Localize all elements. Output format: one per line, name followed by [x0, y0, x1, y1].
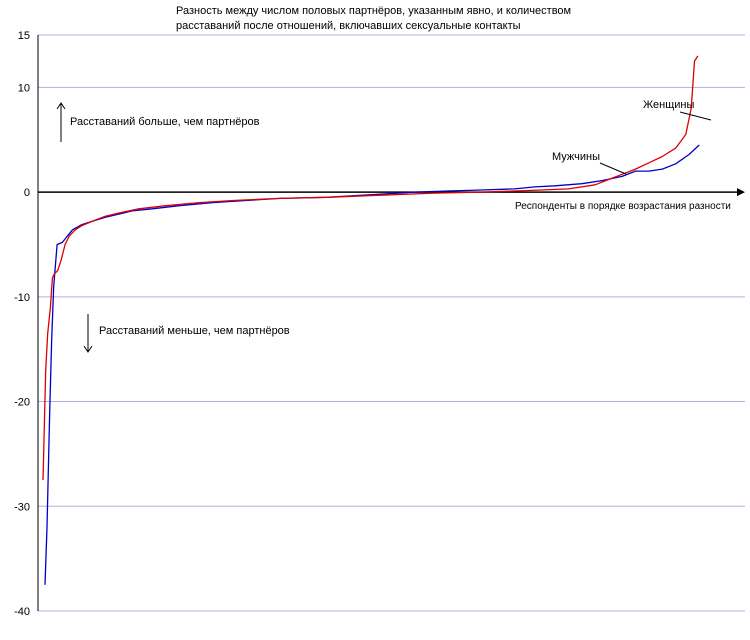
chart-title-line-2: расставаний после отношений, включавших …: [176, 20, 521, 32]
series-label-women-leader: [679, 111, 712, 121]
y-axis-ticks: -40 -30 -20 -10 0 10 15: [14, 30, 30, 618]
x-axis-label: Респонденты в порядке возрастания разнос…: [515, 201, 731, 212]
y-tick-label: 15: [18, 30, 30, 42]
x-axis-arrow: [737, 188, 745, 197]
arrow-down-head-icon: [83, 345, 93, 353]
annotation-more-breakups: Расставаний больше, чем партнёров: [70, 116, 260, 128]
y-tick-label: -40: [14, 606, 30, 618]
arrow-up-head-icon: [56, 102, 66, 110]
gridlines: [38, 34, 745, 612]
y-tick-label: -30: [14, 501, 30, 513]
y-tick-label: -20: [14, 397, 30, 409]
annotation-fewer-breakups: Расставаний меньше, чем партнёров: [99, 325, 290, 337]
series-label-men: Мужчины: [552, 151, 600, 163]
y-tick-label: 10: [18, 82, 30, 94]
series-label-women: Женщины: [643, 99, 694, 111]
series-label-men-leader: [599, 162, 627, 175]
chart-title-line-1: Разность между числом половых партнёров,…: [176, 5, 571, 17]
y-tick-label: -10: [14, 292, 30, 304]
series-line-women: [42, 55, 699, 481]
series-group: [42, 55, 700, 585]
y-tick-label: 0: [24, 187, 30, 199]
